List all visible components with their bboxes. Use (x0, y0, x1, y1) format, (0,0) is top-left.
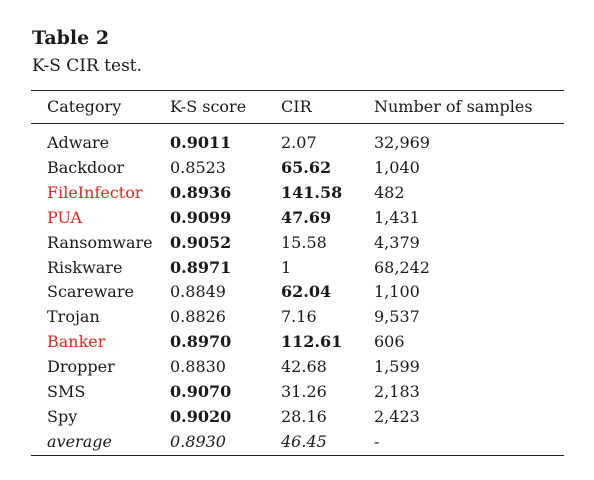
table-row: Spy 0.9020 28.16 2,423 (31, 405, 564, 430)
table-row: Backdoor 0.8523 65.62 1,040 (31, 156, 564, 181)
header-ks-score: K-S score (170, 97, 247, 116)
average-row: average 0.8930 46.45 - (31, 430, 564, 455)
table-row: Banker 0.8970 112.61 606 (31, 330, 564, 355)
cir-cell: 1 (281, 257, 292, 277)
category-cell: Spy (47, 406, 78, 426)
header-rule-row (31, 123, 564, 124)
ks-score-cell: 0.9099 (170, 207, 232, 227)
category-cell: Scareware (47, 282, 134, 302)
header-category: Category (47, 97, 122, 116)
cir-cell: 31.26 (281, 382, 327, 402)
category-cell: Backdoor (47, 157, 125, 177)
top-rule (31, 90, 564, 91)
category-cell: Banker (47, 332, 106, 352)
category-cell: PUA (47, 207, 83, 227)
samples-cell: 606 (374, 332, 405, 352)
table-row: FileInfector 0.8936 141.58 482 (31, 181, 564, 206)
samples-cell: 68,242 (374, 257, 430, 277)
spacer-cell (31, 124, 564, 131)
table-row: Riskware 0.8971 1 68,242 (31, 256, 564, 281)
ks-score-cell: 0.8849 (170, 282, 226, 302)
category-cell: Dropper (47, 357, 115, 377)
category-cell: Ransomware (47, 232, 153, 252)
table-row: Dropper 0.8830 42.68 1,599 (31, 355, 564, 380)
category-cell: Trojan (47, 307, 100, 327)
ks-score-cell: 0.8971 (170, 257, 232, 277)
cir-cell: 2.07 (281, 133, 317, 152)
table-row: Ransomware 0.9052 15.58 4,379 (31, 231, 564, 256)
cir-cell: 112.61 (281, 332, 343, 352)
ks-score-cell: 0.9070 (170, 382, 232, 402)
ks-score-cell: 0.8523 (170, 157, 226, 177)
samples-cell: 1,431 (374, 207, 420, 227)
spacer-row (31, 124, 564, 131)
average-cir: 46.45 (281, 431, 327, 451)
samples-cell: 32,969 (374, 133, 430, 152)
cir-cell: 47.69 (281, 207, 332, 227)
table-caption: K-S CIR test. (32, 56, 143, 76)
ks-score-cell: 0.8826 (170, 307, 226, 327)
samples-cell: 1,599 (374, 357, 420, 377)
ks-score-cell: 0.8970 (170, 332, 232, 352)
table-title: Table 2 (32, 27, 110, 49)
table-row: PUA 0.9099 47.69 1,431 (31, 206, 564, 231)
table-row: Scareware 0.8849 62.04 1,100 (31, 280, 564, 305)
ks-cir-table: Category K-S score CIR Number of samples… (31, 91, 564, 455)
samples-cell: 4,379 (374, 232, 420, 252)
samples-cell: 2,183 (374, 382, 420, 402)
header-cir: CIR (281, 97, 312, 116)
header-number-of-samples: Number of samples (374, 97, 533, 116)
header-rule (31, 123, 564, 124)
cir-cell: 141.58 (281, 182, 343, 202)
results-table-container: Category K-S score CIR Number of samples… (31, 90, 564, 456)
category-cell: Riskware (47, 257, 123, 277)
cir-cell: 15.58 (281, 232, 327, 252)
ks-score-cell: 0.8830 (170, 357, 226, 377)
table-row: SMS 0.9070 31.26 2,183 (31, 380, 564, 405)
header-row: Category K-S score CIR Number of samples (31, 91, 564, 124)
cir-cell: 62.04 (281, 282, 332, 302)
samples-cell: 1,040 (374, 157, 420, 177)
samples-cell: 482 (374, 182, 405, 202)
table-row: Trojan 0.8826 7.16 9,537 (31, 305, 564, 330)
ks-score-cell: 0.9020 (170, 406, 232, 426)
ks-score-cell: 0.9011 (170, 133, 232, 152)
table-body: Adware 0.9011 2.07 32,969 Backdoor 0.8523 65.6… (31, 123, 564, 455)
samples-cell: 1,100 (374, 282, 420, 302)
cir-cell: 7.16 (281, 307, 317, 327)
category-cell: SMS (47, 382, 86, 402)
table-row: Adware 0.9011 2.07 32,969 (31, 131, 564, 156)
bottom-rule (31, 454, 564, 456)
samples-cell: 9,537 (374, 307, 420, 327)
average-samples: - (374, 431, 380, 451)
cir-cell: 42.68 (281, 357, 327, 377)
average-label: average (47, 431, 112, 451)
ks-score-cell: 0.8936 (170, 182, 232, 202)
samples-cell: 2,423 (374, 406, 420, 426)
category-cell: Adware (47, 133, 110, 152)
category-cell: FileInfector (47, 182, 143, 202)
cir-cell: 65.62 (281, 157, 332, 177)
average-ks-score: 0.8930 (170, 431, 226, 451)
cir-cell: 28.16 (281, 406, 327, 426)
ks-score-cell: 0.9052 (170, 232, 232, 252)
